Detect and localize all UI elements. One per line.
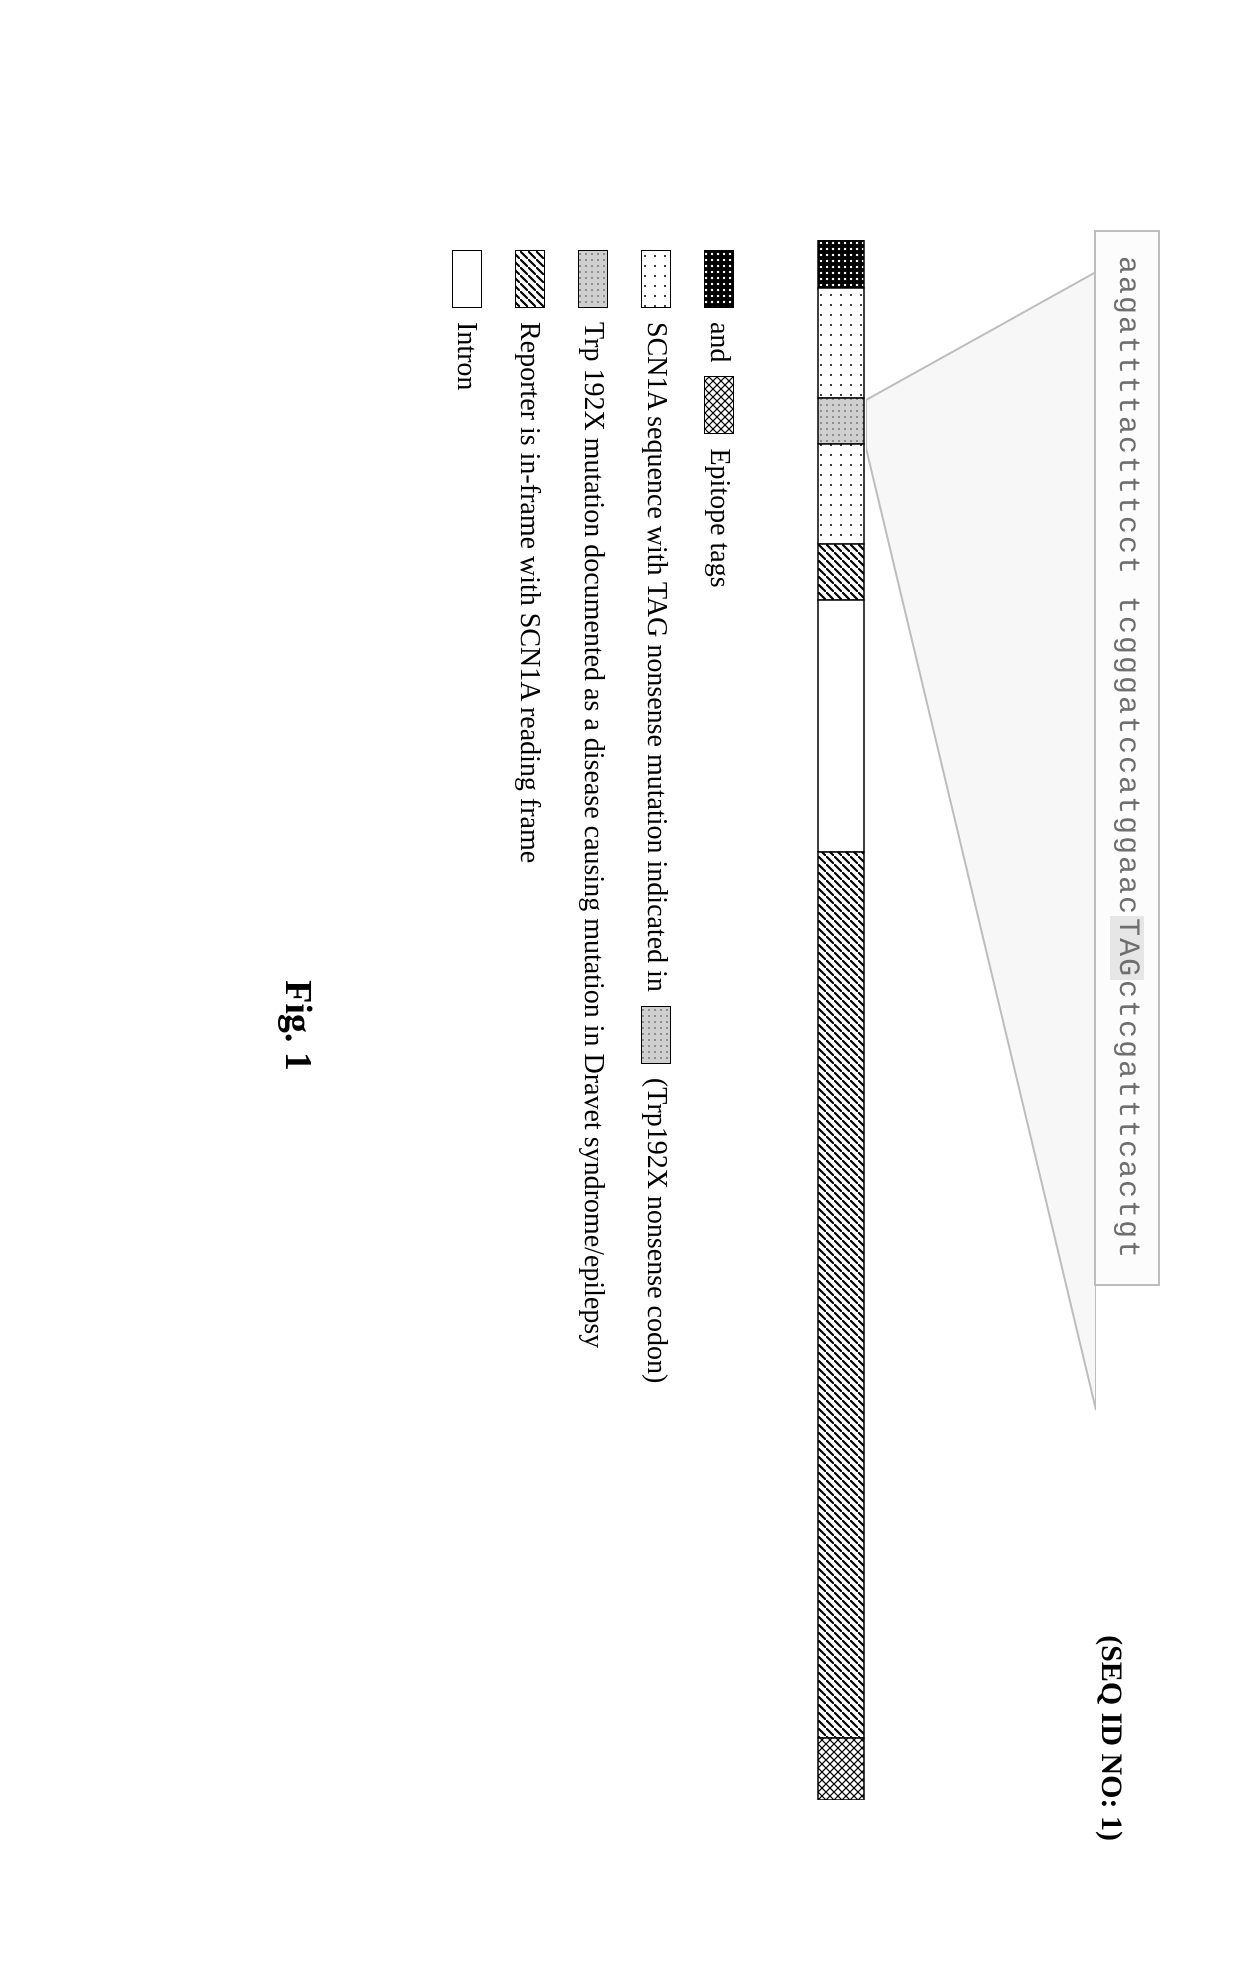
legend: and Epitope tagsSCN1A sequence with TAG n… [440, 250, 746, 1851]
legend-text: Trp 192X mutation documented as a diseas… [566, 322, 619, 1348]
legend-text: SCN1A sequence with TAG nonsense mutatio… [630, 322, 683, 992]
legend-text: Intron [440, 322, 493, 390]
connector-funnel [866, 200, 1096, 1850]
segment-trp192x [818, 398, 864, 444]
sequence-pre: aagattttactttcct tcgggatccatggaac [1110, 256, 1144, 916]
legend-swatch-grey-dots [641, 1006, 671, 1064]
segment-reporter-2 [818, 852, 864, 1738]
construct-bar [816, 240, 866, 1800]
legend-swatch-crosshatch [704, 376, 734, 434]
legend-row: Intron [440, 250, 493, 1851]
legend-row: Reporter is in-frame with SCN1A reading … [503, 250, 556, 1851]
segment-scn1a-left [818, 288, 864, 398]
seq-id-label: (SEQ ID NO: 1) [1094, 1635, 1128, 1841]
legend-row: and Epitope tags [693, 250, 746, 1851]
sequence-box: aagattttactttcct tcgggatccatggaacTAGctcg… [1094, 230, 1160, 1286]
legend-swatch-grey-dots [578, 250, 608, 308]
segment-epitope-left [818, 240, 864, 288]
legend-text: (Trp192X nonsense codon) [630, 1078, 683, 1383]
segment-intron [818, 600, 864, 852]
legend-swatch-dots-sparse [641, 250, 671, 308]
legend-swatch-blank [452, 250, 482, 308]
sequence-post: ctcgatttcactgt [1110, 980, 1144, 1260]
segment-reporter-1 [818, 544, 864, 600]
legend-swatch-diag [515, 250, 545, 308]
legend-row: Trp 192X mutation documented as a diseas… [566, 250, 619, 1851]
legend-row: SCN1A sequence with TAG nonsense mutatio… [630, 250, 683, 1851]
sequence-tag-codon: TAG [1110, 916, 1144, 980]
figure-label: Fig. 1 [276, 200, 320, 1851]
segment-scn1a-right [818, 444, 864, 544]
segment-epitope-right [818, 1738, 864, 1800]
legend-joiner: and [693, 322, 746, 362]
legend-text: Epitope tags [693, 448, 746, 587]
legend-swatch-dots-black [704, 250, 734, 308]
legend-text: Reporter is in-frame with SCN1A reading … [503, 322, 556, 863]
figure-page: (SEQ ID NO: 1) aagattttactttcct tcgggatc… [0, 0, 1240, 1971]
